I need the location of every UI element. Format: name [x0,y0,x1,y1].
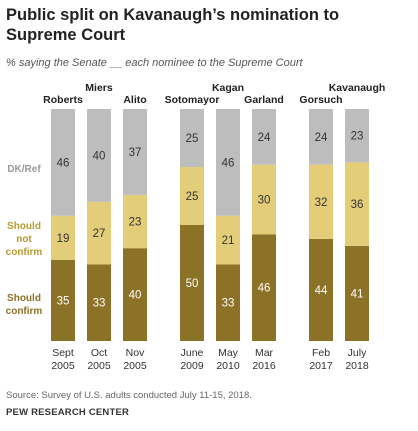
date-label-year: 2017 [309,360,333,372]
bar-kagan-should-not-confirm [216,215,240,265]
series-label-should-not-confirm: Should [7,221,41,232]
value-label: 25 [186,191,199,203]
bar-alito-dk-ref [123,109,147,195]
date-label-month: July [348,347,367,359]
bar-sotomayor-should-confirm [180,225,204,341]
nominee-label-kavanaugh: Kavanaugh [329,82,386,94]
series-label-should-confirm: Should [7,293,41,304]
series-labels: Should confirm Should not confirm DK/Ref [6,164,43,317]
date-label-month: Feb [312,347,330,359]
date-label-month: Oct [91,347,107,359]
bar-alito-should-confirm [123,248,147,341]
value-label: 24 [258,132,271,144]
bar-roberts-should-confirm [51,259,75,341]
value-label: 33 [93,298,106,310]
value-label: 23 [129,217,142,229]
bar-sotomayor-dk-ref [180,109,204,167]
bar-alito-should-not-confirm [123,194,147,249]
bar-gorsuch-should-not-confirm [309,164,333,239]
value-label: 46 [258,283,271,295]
value-label: 19 [57,233,70,245]
value-label: 25 [186,133,199,145]
bar-garland-should-confirm [252,234,276,341]
bar-gorsuch-should-confirm [309,238,333,341]
series-label-should-not-confirm: not [16,234,32,245]
value-label: 23 [351,131,364,143]
bar-kavanaugh-should-not-confirm [345,162,369,246]
bar-garland-should-not-confirm [252,164,276,235]
bar-kagan-dk-ref [216,109,240,216]
value-label: 30 [258,194,271,206]
date-label-month: Nov [126,347,145,359]
value-label: 27 [93,228,106,240]
date-label-year: 2005 [51,360,75,372]
nominee-label-kagan: Kagan [212,82,244,94]
date-label-year: 2018 [345,360,369,372]
bar-miers-dk-ref [87,109,111,202]
bar-kavanaugh-should-confirm [345,245,369,341]
bar-kavanaugh-dk-ref [345,109,369,163]
nominee-label-sotomayor: Sotomayor [165,94,220,106]
value-label: 35 [57,295,70,307]
date-label-year: 2005 [87,360,111,372]
bar-miers-should-not-confirm [87,201,111,265]
chart-title: Public split on Kavanaugh’s nomination t… [6,6,340,44]
date-label-month: June [181,347,204,359]
bar-sotomayor-should-not-confirm [180,167,204,225]
series-label-should-confirm: confirm [6,306,43,317]
date-label-year: 2010 [216,360,240,372]
bar-miers-should-confirm [87,264,111,341]
nominee-label-roberts: Roberts [43,94,83,106]
series-label-should-not-confirm: confirm [6,247,43,258]
value-label: 36 [351,199,364,211]
date-label-year: 2009 [180,360,204,372]
nominee-label-alito: Alito [123,94,146,106]
date-labels: Sept2005Oct2005Nov2005June2009May2010Mar… [51,347,369,372]
value-label: 50 [186,278,199,290]
date-label-year: 2016 [252,360,276,372]
org-name: PEW RESEARCH CENTER [6,407,130,418]
value-label: 40 [129,290,142,302]
date-label-year: 2005 [123,360,147,372]
value-label: 44 [315,285,328,297]
series-label-dk-ref: DK/Ref [7,164,41,175]
nominee-label-miers: Miers [85,82,113,94]
chart-subtitle: % saying the Senate __ each nominee to t… [6,57,303,69]
date-label-month: Sept [52,347,74,359]
value-label: 24 [315,132,328,144]
bar-kagan-should-confirm [216,264,240,341]
bar-roberts-should-not-confirm [51,215,75,260]
value-label: 46 [57,157,70,169]
bars: 35 19 46 33 27 40 40 23 37 50 25 25 33 21 46 46 30 24 44 32… [51,109,369,341]
value-label: 46 [222,157,235,169]
bar-roberts-dk-ref [51,109,75,216]
bar-garland-dk-ref [252,109,276,165]
source-note: Source: Survey of U.S. adults conducted … [6,390,252,401]
date-label-month: May [218,347,239,359]
value-label: 21 [222,235,235,247]
bar-gorsuch-dk-ref [309,109,333,165]
value-label: 33 [222,298,235,310]
nominee-label-garland: Garland [244,94,284,106]
value-label: 40 [93,150,106,162]
date-label-month: Mar [255,347,274,359]
value-label: 32 [315,197,328,209]
value-label: 37 [129,147,142,159]
nominee-label-gorsuch: Gorsuch [299,94,342,106]
value-label: 41 [351,288,364,300]
